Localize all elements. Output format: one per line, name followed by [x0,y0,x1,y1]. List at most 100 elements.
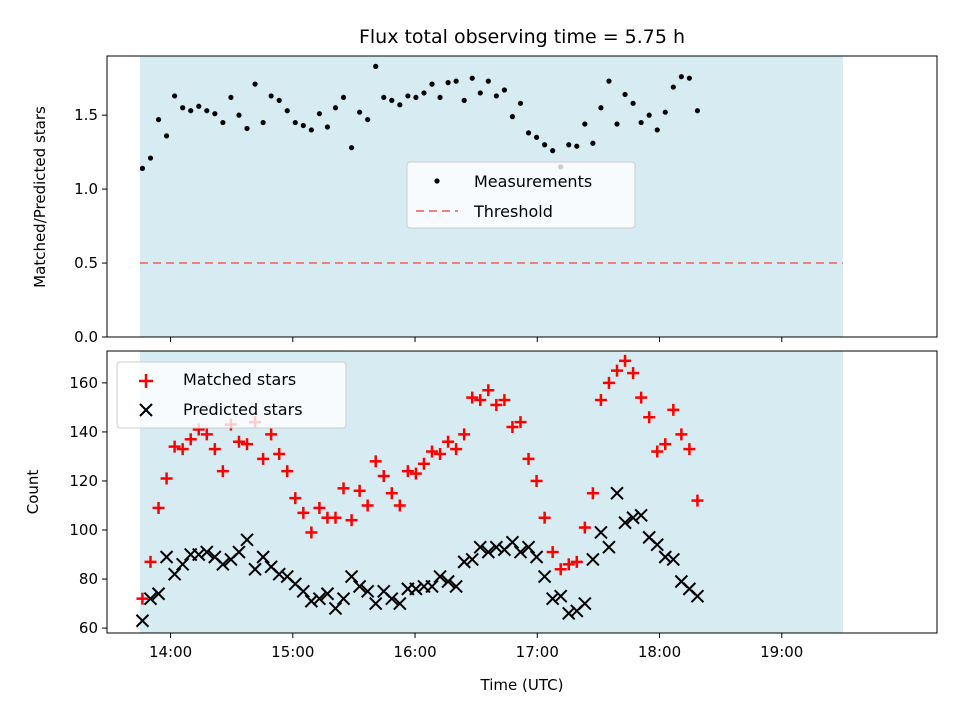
measurement-point [252,81,258,87]
matched-star-point [691,494,704,507]
top-legend-box [406,161,636,229]
matched-star-point [619,354,632,367]
matched-star-point [361,499,374,512]
measurement-point [421,90,427,96]
measurement-point [477,90,483,96]
measurement-point [163,133,170,139]
predicted-star-point [457,555,471,569]
bottom-xtick-label: 17:00 [516,643,559,661]
matched-star-point [232,435,245,448]
measurement-point [453,78,459,84]
matched-star-point [417,457,430,470]
measurement-point [445,80,451,86]
predicted-star-point [312,591,327,606]
matched-star-point [611,364,624,377]
top-panel-frame [106,55,938,338]
measurement-point [533,134,540,140]
predicted-star-point [216,557,230,572]
predicted-star-point [167,567,182,581]
bottom-ytick-label: 60 [79,619,98,637]
predicted-star-point [489,540,504,554]
predicted-star-point [505,535,520,549]
matched-star-point [659,438,672,451]
matched-star-point [281,465,294,478]
measurement-point [284,108,290,114]
predicted-star-point [135,614,150,628]
matched-star-point [578,521,591,534]
measurement-point [622,91,628,98]
measurement-point [493,93,499,99]
measurement-point [204,108,210,114]
predicted-star-point [272,567,286,581]
measurement-point [389,97,395,103]
bottom-ytick-label: 80 [79,570,98,588]
bottom-ytick-label: 120 [69,472,98,490]
matched-star-point [450,443,463,456]
measurement-point [405,93,411,99]
predicted-star-point [409,582,423,596]
predicted-star-point [529,550,544,564]
predicted-star-point [385,591,399,606]
matched-star-point [401,465,414,478]
matched-star-point [546,546,559,559]
measurement-point [397,102,403,108]
matched-star-point [409,467,422,480]
predicted-star-point [562,606,576,621]
measurement-point [662,109,668,115]
measurement-point [308,127,314,133]
matched-star-point [216,465,229,478]
matched-star-points [136,354,704,605]
measurement-point [638,119,644,126]
bottom-xtick-label: 18:00 [638,643,681,661]
legend-predicted-marker [139,403,153,417]
top-ytick-label: 0.0 [74,328,98,346]
measurement-point [228,94,234,101]
predicted-star-point [352,579,367,594]
top-panel: 0.0 0.5 1.0 1.5 Flux total observing time =… [31,26,938,346]
predicted-star-point [240,533,254,547]
measurement-point [340,94,347,101]
matched-star-point [265,428,278,441]
matched-star-point [337,482,350,495]
measurement-point [630,100,636,106]
matched-star-point [683,443,696,456]
measurement-point [590,140,596,146]
matched-star-point [426,445,439,458]
matched-star-point [305,526,318,539]
measurement-point [461,97,467,103]
measurement-point [509,114,516,120]
matched-star-point [329,511,342,524]
legend-threshold-label: Threshold [473,202,553,221]
predicted-star-point [666,552,681,567]
predicted-star-point [578,596,592,611]
measurement-point [646,112,652,118]
measurement-point [220,119,226,126]
predicted-star-point [336,591,351,606]
matched-star-point [313,501,326,514]
measurement-point [268,93,274,99]
predicted-star-point [618,515,632,530]
predicted-star-point [594,525,608,540]
matched-star-point [200,428,213,441]
predicted-star-point [545,591,560,606]
matched-star-point [377,470,390,483]
legend-measurements-marker [434,178,440,184]
predicted-star-point [553,589,568,603]
predicted-star-point [465,552,479,567]
predicted-star-point [232,545,246,559]
bottom-xtick-label: 19:00 [760,643,803,661]
measurement-point [365,116,371,123]
matched-star-point [345,514,358,527]
matched-star-point [144,555,157,568]
bottom-ytick-label: 100 [69,521,98,539]
top-x-ticks [170,337,783,342]
measurement-point [469,75,475,81]
bottom-xtick-label: 15:00 [271,643,314,661]
predicted-star-point [393,596,407,611]
matched-star-point [369,455,382,468]
measurement-point [244,125,250,132]
predicted-star-point [650,538,664,552]
predicted-star-point [175,557,190,572]
matched-star-point [602,376,615,389]
measurement-point [172,93,178,99]
